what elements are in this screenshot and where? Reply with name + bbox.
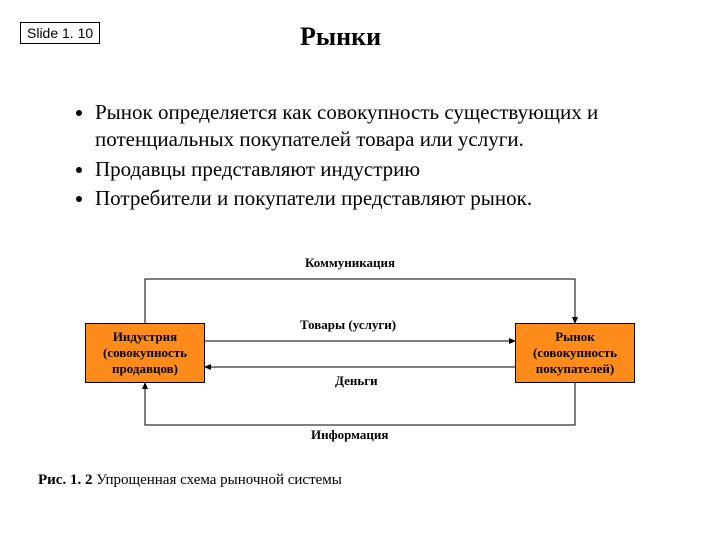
node-industry-line3: продавцов) <box>112 361 178 377</box>
figure-caption: Рис. 1. 2 Упрощенная схема рыночной сист… <box>38 472 342 489</box>
node-market-line3: покупателей) <box>536 361 615 377</box>
label-money: Деньги <box>335 373 378 389</box>
node-market-line2: (совокупность <box>533 345 617 361</box>
bullet-item: Продавцы представляют индустрию <box>95 156 720 183</box>
node-industry-line2: (совокупность <box>103 345 187 361</box>
figure-caption-prefix: Рис. 1. 2 <box>38 472 96 488</box>
label-goods: Товары (услуги) <box>300 317 396 333</box>
figure-caption-text: Упрощенная схема рыночной системы <box>96 472 342 488</box>
node-market-line1: Рынок <box>555 329 595 345</box>
bullet-item: Потребители и покупатели представляют ры… <box>95 185 720 212</box>
node-market: Рынок (совокупность покупателей) <box>515 323 635 383</box>
bullet-list: Рынок определяется как совокупность суще… <box>55 99 720 214</box>
market-diagram: Индустрия (совокупность продавцов) Рынок… <box>75 255 655 455</box>
page-title: Рынки <box>300 22 381 52</box>
node-industry-line1: Индустрия <box>113 329 177 345</box>
slide-number-label: Slide 1. 10 <box>20 22 100 44</box>
information-arrow <box>145 383 575 425</box>
node-industry: Индустрия (совокупность продавцов) <box>85 323 205 383</box>
label-information: Информация <box>311 427 388 443</box>
label-communication: Коммуникация <box>305 255 395 271</box>
bullet-item: Рынок определяется как совокупность суще… <box>95 99 720 154</box>
